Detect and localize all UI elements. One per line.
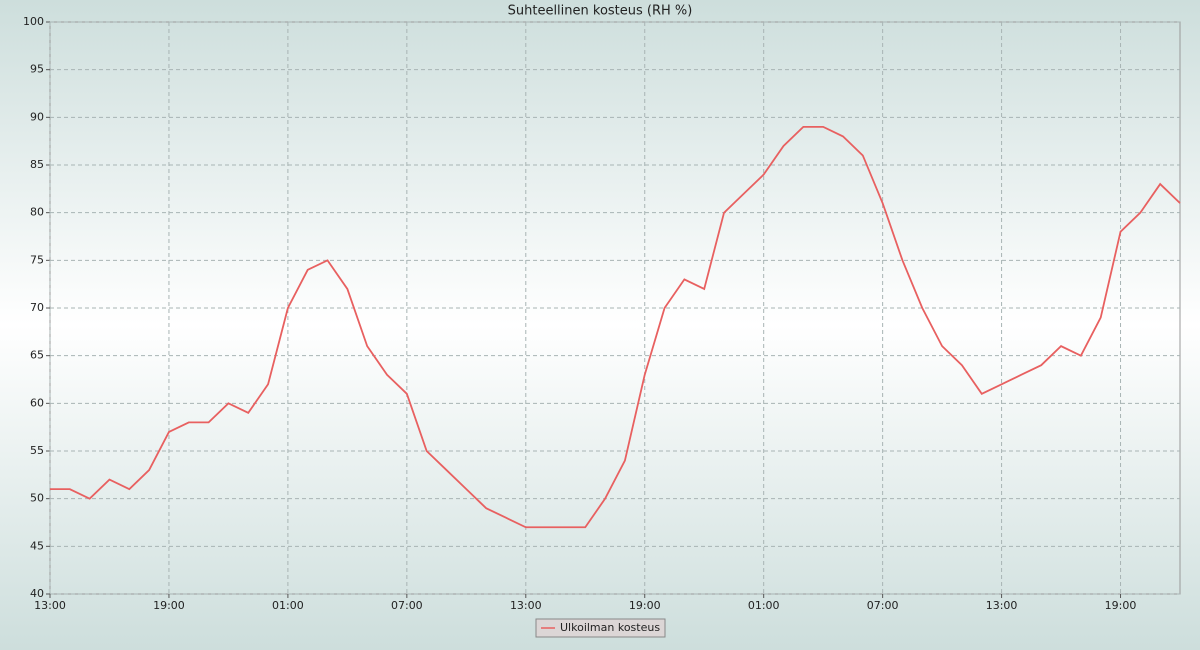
y-tick-label: 85 [30, 158, 44, 171]
x-tick-label: 01:00 [272, 599, 304, 612]
x-tick-label: 19:00 [629, 599, 661, 612]
y-tick-label: 50 [30, 492, 44, 505]
x-tick-label: 13:00 [34, 599, 66, 612]
chart-title: Suhteellinen kosteus (RH %) [508, 4, 693, 19]
x-tick-label: 13:00 [986, 599, 1018, 612]
y-tick-label: 60 [30, 396, 44, 409]
y-tick-label: 75 [30, 253, 44, 266]
x-tick-label: 01:00 [748, 599, 780, 612]
y-tick-label: 95 [30, 63, 44, 76]
x-tick-label: 19:00 [1105, 599, 1137, 612]
data-line [50, 125, 1181, 529]
legend-box [535, 618, 666, 638]
x-tick-label: 07:00 [867, 599, 899, 612]
legend-label: Ulkoilman kosteus [560, 621, 660, 634]
y-tick-label: 45 [30, 539, 44, 552]
x-tick-label: 13:00 [510, 599, 542, 612]
legend: Ulkoilman kosteus [535, 618, 666, 638]
y-tick-label: 100 [23, 15, 44, 28]
x-tick-label: 19:00 [153, 599, 185, 612]
y-tick-label: 65 [30, 349, 44, 362]
y-tick-label: 70 [30, 301, 44, 314]
y-tick-label: 40 [30, 587, 44, 600]
y-tick-label: 90 [30, 110, 44, 123]
x-tick-label: 07:00 [391, 599, 423, 612]
y-tick-label: 55 [30, 444, 44, 457]
y-tick-label: 80 [30, 206, 44, 219]
